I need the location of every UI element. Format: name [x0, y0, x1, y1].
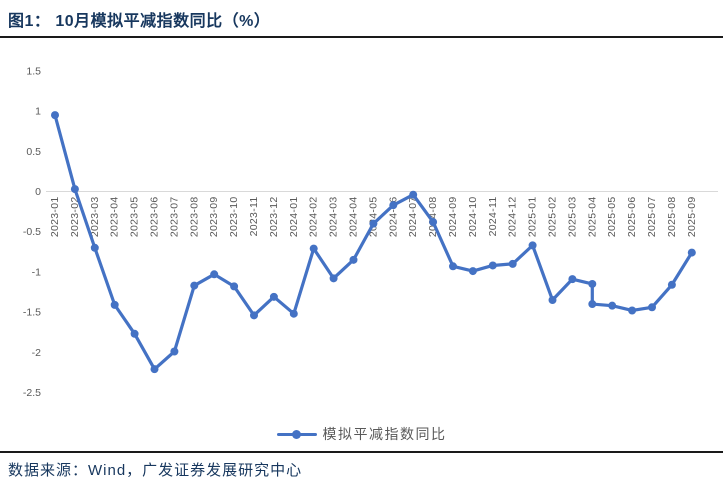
x-axis-label: 2023-11 — [248, 197, 260, 237]
x-axis-label: 2023-05 — [129, 197, 141, 238]
y-axis-tick-label: 1.5 — [26, 65, 41, 77]
data-point-marker — [528, 241, 537, 250]
data-point-marker — [588, 279, 597, 288]
data-point-marker — [110, 300, 119, 309]
x-axis-label: 2023-12 — [268, 197, 280, 238]
data-point-marker — [51, 111, 59, 120]
data-point-marker — [349, 255, 358, 264]
data-point-marker — [70, 185, 79, 194]
figure-title: 图1： 10月模拟平减指数同比（%） — [8, 13, 271, 30]
legend-line-marker-icon — [276, 429, 317, 439]
y-axis-tick-label: -2.5 — [23, 387, 41, 399]
data-point-marker — [269, 292, 278, 301]
x-axis-label: 2025-02 — [547, 197, 559, 238]
x-axis-label: 2025-06 — [626, 197, 638, 238]
x-axis-label: 2025-05 — [606, 197, 618, 238]
data-point-marker — [250, 311, 258, 320]
x-axis-label: 2024-03 — [328, 197, 340, 238]
data-point-marker — [210, 270, 219, 279]
y-axis-tick-label: 0.5 — [26, 146, 41, 158]
data-point-marker — [608, 301, 617, 310]
data-point-marker — [568, 275, 577, 284]
x-axis-label: 2023-01 — [49, 197, 61, 238]
y-axis-tick-label: 0 — [35, 186, 41, 198]
y-axis-tick-label: 1 — [35, 106, 41, 118]
data-point-marker — [409, 190, 418, 199]
y-axis-tick-label: -1 — [32, 266, 41, 278]
x-axis-label: 2023-03 — [89, 197, 101, 238]
x-axis-label: 2024-04 — [348, 197, 360, 238]
y-axis-tick-label: -0.5 — [23, 226, 41, 238]
bottom-divider-rule — [0, 451, 723, 453]
x-axis-label: 2023-10 — [228, 197, 240, 238]
x-axis-label: 2023-08 — [188, 197, 200, 238]
x-axis-label: 2024-09 — [447, 197, 459, 238]
x-axis-label: 2025-04 — [586, 197, 598, 238]
x-axis-label: 2023-02 — [69, 197, 81, 238]
data-point-marker — [150, 365, 159, 374]
data-point-marker — [548, 296, 557, 305]
data-point-marker — [687, 248, 696, 257]
line-chart: 1.5 1 0.5 0 -0.5 -1 -1.5 -2 -2.5 2023-01 2023-02 20… — [23, 65, 718, 399]
series-line — [53, 113, 694, 371]
data-point-marker — [488, 261, 497, 270]
data-point-marker — [309, 244, 318, 253]
data-point-marker — [130, 329, 139, 338]
data-point-marker — [648, 303, 656, 312]
data-point-marker — [667, 280, 676, 289]
data-point-marker — [508, 259, 517, 268]
data-point-marker — [449, 262, 457, 271]
x-axis-label: 2025-03 — [566, 197, 578, 238]
x-axis-label: 2024-10 — [467, 197, 479, 238]
data-point-marker — [230, 282, 239, 291]
title-divider-rule — [0, 36, 723, 38]
x-axis-label: 2025-01 — [527, 197, 539, 238]
data-point-marker — [289, 309, 298, 318]
x-axis-label: 2024-01 — [288, 197, 300, 238]
data-point-marker — [588, 300, 597, 309]
legend: 模拟平减指数同比 — [0, 424, 723, 444]
legend-dot-icon — [292, 429, 301, 439]
x-axis-label: 2025-08 — [666, 197, 678, 238]
data-point-marker — [369, 219, 378, 228]
x-axis-label: 2025-07 — [646, 197, 658, 238]
x-axis-label: 2023-09 — [208, 197, 220, 238]
x-axis-label: 2024-02 — [308, 197, 320, 238]
data-point-marker — [90, 243, 99, 252]
y-axis-tick-label: -1.5 — [23, 307, 41, 319]
x-axis-label: 2023-07 — [168, 197, 180, 238]
data-point-marker — [429, 218, 438, 227]
source-note: 数据来源：Wind，广发证券发展研究中心 — [8, 462, 303, 479]
data-point-marker — [468, 267, 477, 276]
data-point-marker — [329, 274, 338, 283]
x-axis-label: 2024-07 — [407, 197, 419, 238]
data-point-marker — [170, 347, 179, 356]
x-axis-label: 2024-11 — [487, 197, 499, 237]
x-axis-label: 2023-06 — [149, 197, 161, 238]
legend-label: 模拟平减指数同比 — [322, 426, 447, 442]
x-axis-label: 2024-12 — [507, 197, 519, 238]
y-axis-tick-label: -2 — [32, 347, 41, 359]
x-axis-label: 2025-09 — [686, 197, 698, 238]
x-axis-label: 2023-04 — [109, 197, 121, 238]
data-point-marker — [389, 201, 398, 210]
data-point-marker — [628, 306, 637, 315]
data-point-marker — [190, 281, 199, 290]
